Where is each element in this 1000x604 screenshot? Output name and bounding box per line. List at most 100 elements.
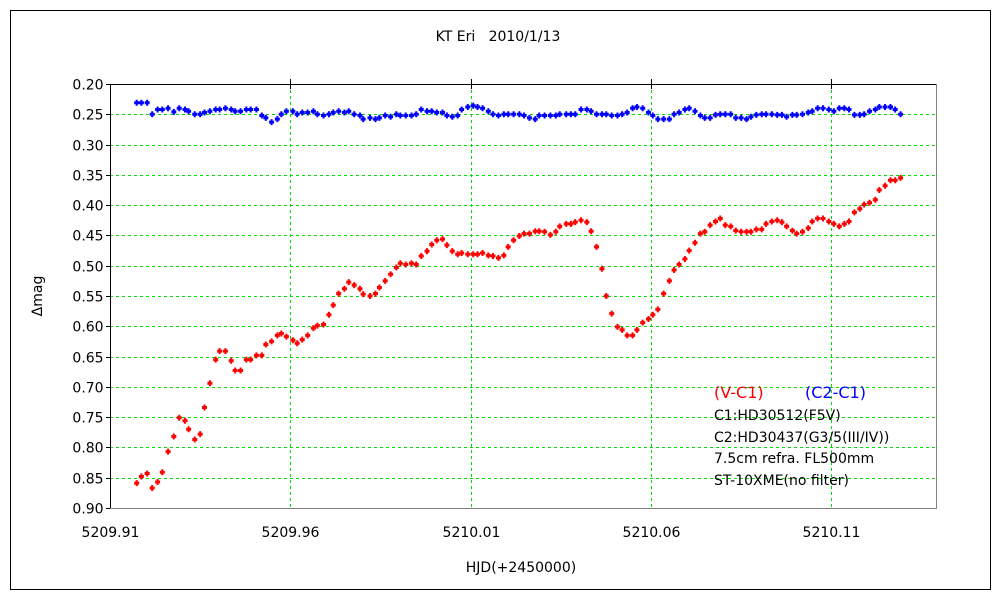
v-c1-point	[851, 209, 857, 216]
v-c1-point	[846, 218, 852, 225]
v-c1-point	[171, 433, 177, 440]
legend-c2-c1: (C2-C1)	[805, 383, 866, 402]
v-c1-point	[882, 182, 888, 189]
c2-c1-point	[769, 111, 775, 118]
c2-c1-point	[609, 112, 615, 119]
v-c1-point	[455, 251, 461, 258]
v-c1-point	[269, 338, 275, 345]
v-c1-point	[393, 264, 399, 271]
axes	[110, 84, 937, 509]
c2-c1-point	[341, 109, 347, 116]
c2-c1-point	[314, 111, 320, 118]
v-c1-point	[809, 218, 815, 225]
c2-c1-point	[259, 112, 265, 119]
v-c1-point	[367, 293, 373, 299]
v-c1-point	[182, 417, 188, 424]
v-c1-point	[744, 228, 750, 235]
v-c1-point	[495, 254, 501, 261]
c2-c1-point	[351, 111, 357, 118]
c2-c1-point	[521, 112, 527, 119]
v-c1-point	[243, 356, 249, 363]
c2-c1-point	[470, 102, 476, 109]
v-c1-point	[779, 219, 785, 226]
data-points	[134, 99, 904, 492]
c2-c1-point	[222, 105, 228, 112]
y-tick-label: 0.50	[72, 260, 103, 276]
c2-c1-point	[846, 106, 852, 113]
c2-c1-point	[305, 109, 311, 116]
v-c1-point	[134, 480, 140, 487]
legend: (V-C1) (C2-C1) C1:HD30512(F5V) C2:HD3043…	[714, 383, 889, 489]
c2-c1-point	[505, 111, 511, 118]
c2-c1-point	[738, 114, 744, 121]
v-c1-point	[459, 249, 465, 256]
c2-c1-point	[744, 116, 750, 123]
c2-c1-point	[872, 106, 878, 113]
v-c1-point	[536, 228, 542, 235]
y-tick-label: 0.65	[72, 351, 103, 367]
y-tick-label: 0.40	[72, 199, 103, 215]
v-c1-point	[692, 239, 698, 246]
annotation-camera: ST-10XME(no filter)	[714, 473, 849, 489]
c2-c1-point	[149, 111, 155, 118]
v-c1-point	[434, 237, 440, 244]
c2-c1-point	[360, 116, 366, 123]
c2-c1-point	[346, 108, 352, 115]
y-tick-label: 0.35	[72, 169, 103, 185]
v-c1-point	[820, 215, 826, 222]
v-c1-point	[676, 261, 682, 268]
c2-c1-point	[676, 109, 682, 116]
v-c1-point	[475, 251, 481, 258]
annotation-c1: C1:HD30512(F5V)	[714, 408, 841, 424]
y-tick-label: 0.75	[72, 411, 103, 427]
c2-c1-point	[774, 111, 780, 118]
c2-c1-point	[434, 109, 440, 116]
v-c1-point	[609, 310, 615, 317]
c2-c1-point	[326, 111, 332, 118]
c2-c1-point	[619, 111, 625, 118]
c2-c1-point	[201, 109, 207, 116]
v-c1-point	[346, 279, 352, 286]
v-c1-point	[299, 336, 305, 343]
v-c1-point	[532, 228, 538, 235]
c2-c1-point	[603, 111, 609, 118]
c2-c1-point	[475, 104, 481, 111]
v-c1-point	[872, 196, 878, 203]
c2-c1-point	[671, 111, 677, 118]
v-c1-point	[138, 473, 144, 480]
v-c1-point	[578, 217, 584, 224]
c2-c1-point	[584, 106, 590, 113]
c2-c1-point	[290, 108, 296, 115]
c2-c1-point	[697, 112, 703, 119]
c2-c1-point	[876, 104, 882, 111]
c2-c1-point	[572, 111, 578, 118]
c2-c1-point	[634, 104, 640, 111]
v-c1-point	[733, 227, 739, 234]
c2-c1-point	[310, 108, 316, 115]
c2-c1-point	[485, 108, 491, 115]
c2-c1-point	[376, 114, 382, 121]
v-c1-point	[144, 470, 150, 477]
v-c1-point	[305, 332, 311, 339]
c2-c1-point	[526, 114, 532, 121]
c2-c1-point	[820, 105, 826, 112]
x-tick-label: 5209.91	[82, 525, 140, 541]
c2-c1-point	[372, 116, 378, 123]
c2-c1-point	[228, 106, 234, 113]
v-c1-point	[248, 356, 254, 363]
c2-c1-point	[794, 111, 800, 118]
v-c1-point	[682, 256, 688, 263]
v-c1-point	[547, 231, 553, 238]
c2-c1-point	[449, 113, 455, 120]
v-c1-point	[505, 243, 511, 250]
c2-c1-point	[599, 111, 605, 118]
v-c1-point	[372, 290, 378, 297]
c2-c1-point	[330, 109, 336, 116]
c2-c1-point	[692, 108, 698, 115]
v-c1-point	[557, 223, 563, 230]
v-c1-point	[201, 404, 207, 411]
y-tick-label: 0.45	[72, 229, 103, 245]
c2-c1-point	[388, 113, 394, 120]
v-c1-point	[526, 230, 532, 237]
v-c1-point	[424, 248, 430, 255]
